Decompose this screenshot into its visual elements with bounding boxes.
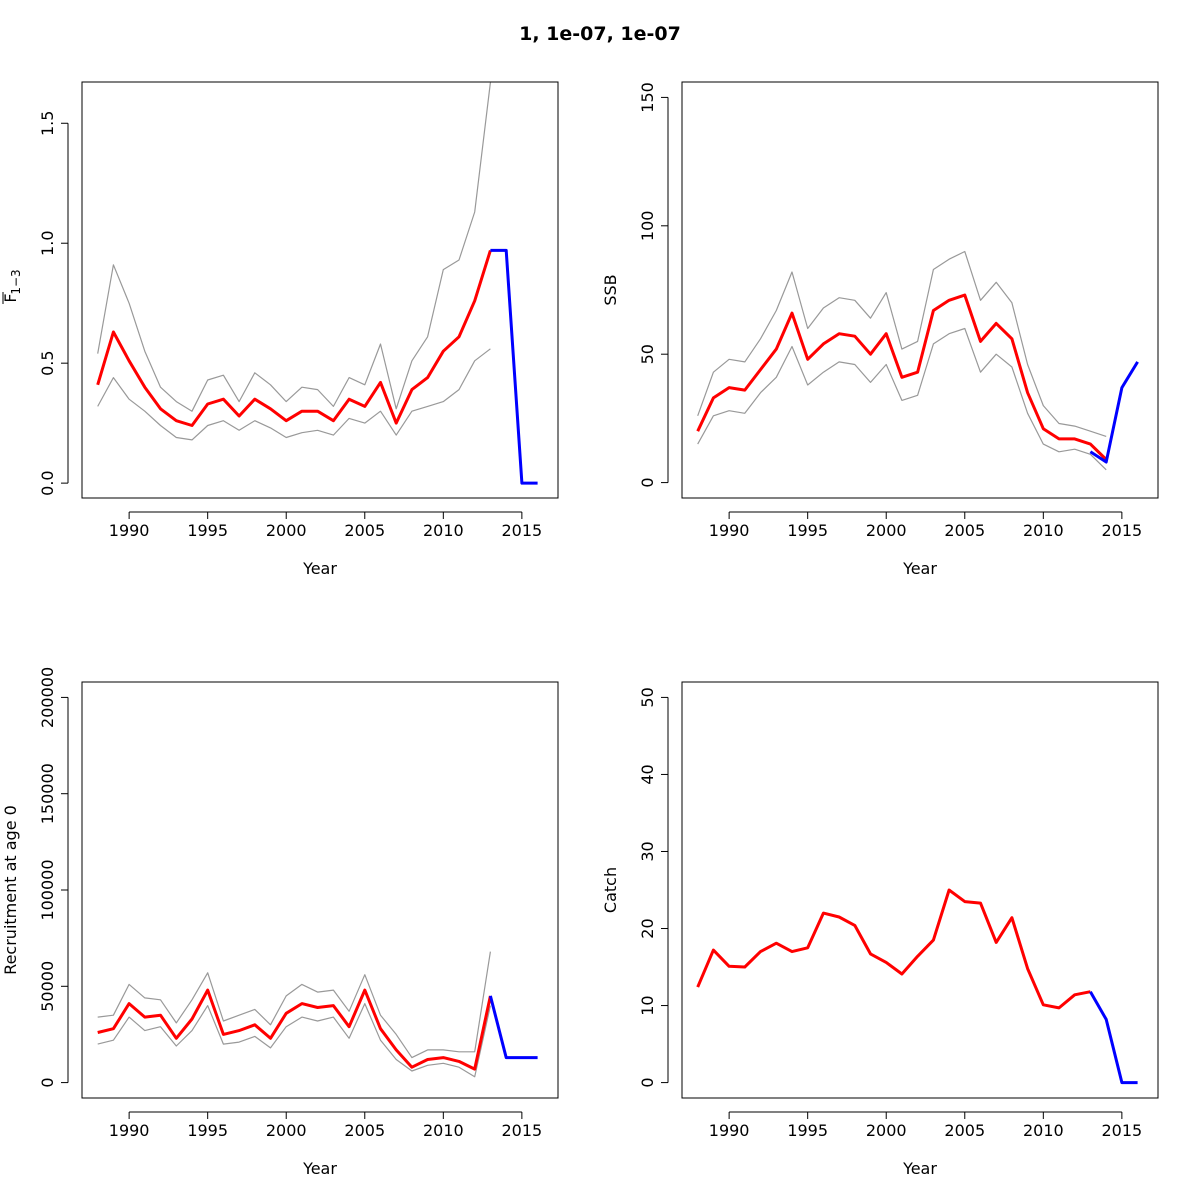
series-forecast-line (1089, 990, 1138, 1085)
panel-recruitment: 1990 1995 2000 2005 2010 2015 0 50000 100000 1500… (1, 667, 559, 1178)
panel-catch: 1990 1995 2000 2005 2010 2015 0 10 20 30 40 50 Year C… (601, 681, 1159, 1178)
x-tick-label: 1990 (709, 1121, 750, 1140)
y-axis-label-main: F (1, 293, 20, 302)
y-tick-label: 150 (638, 82, 657, 113)
series-estimate-line (696, 293, 1108, 461)
x-tick-label: 2015 (1102, 1121, 1143, 1140)
x-tick-label: 2000 (866, 1121, 907, 1140)
x-tick-label: 2010 (423, 521, 464, 540)
series-ci-lower-line (697, 327, 1107, 471)
x-tick-label: 2010 (1023, 521, 1064, 540)
x-tick-label: 2015 (502, 1121, 543, 1140)
x-tick-label: 2015 (1102, 521, 1143, 540)
x-tick-label: 2005 (344, 521, 385, 540)
series-forecast-line (1089, 361, 1139, 464)
series-forecast-line (488, 995, 538, 1060)
y-tick-label: 0 (38, 1077, 57, 1087)
y-tick-label: 30 (638, 841, 657, 861)
series-ci-upper-line (697, 250, 1107, 437)
x-tick-label: 1995 (187, 521, 228, 540)
plot-area (96, 82, 538, 485)
x-tick-label: 1995 (187, 1121, 228, 1140)
series-estimate-line (96, 249, 492, 427)
x-axis-label: Year (302, 559, 337, 578)
plot-area (97, 951, 538, 1078)
y-tick-label: 20 (638, 918, 657, 938)
x-tick-label: 2005 (344, 1121, 385, 1140)
series-ci-upper-line (97, 82, 491, 412)
y-tick-label: 200000 (38, 667, 57, 728)
x-tick-label: 2005 (944, 1121, 985, 1140)
y-tick-label: 150000 (38, 763, 57, 824)
plot-frame (681, 81, 1159, 499)
x-tick-label: 2005 (944, 521, 985, 540)
y-axis-label: SSB (601, 274, 620, 305)
plot-area (696, 250, 1139, 471)
x-tick-label: 1990 (709, 521, 750, 540)
y-tick-label: 0 (638, 1077, 657, 1087)
series-ci-upper-line (97, 951, 491, 1059)
y-tick-label: 0.5 (38, 350, 57, 375)
x-tick-label: 1990 (109, 521, 150, 540)
series-estimate-line (97, 988, 492, 1071)
panel-ssb: 1990 1995 2000 2005 2010 2015 0 50 100 150 Year SSB (601, 81, 1159, 578)
y-tick-label: 50 (638, 687, 657, 707)
x-tick-label: 2010 (423, 1121, 464, 1140)
y-tick-label: 50000 (38, 961, 57, 1012)
x-tick-label: 2010 (1023, 1121, 1064, 1140)
panels: 1990 1995 2000 2005 2010 20150.00.51.01.5Year… (1, 81, 1159, 1178)
y-tick-label: 1.5 (38, 111, 57, 136)
y-tick-label: 0 (638, 477, 657, 487)
y-tick-label: 40 (638, 764, 657, 784)
x-axis-label: Year (902, 1159, 937, 1178)
y-axis-label-subscript: 1−3 (9, 269, 23, 294)
series-forecast-line (490, 248, 538, 485)
y-tick-label: 1.0 (38, 230, 57, 255)
y-tick-label: 0.0 (38, 470, 57, 495)
plot-frame (81, 681, 559, 1099)
plot-frame (81, 81, 559, 499)
series-estimate-line (696, 888, 1091, 1010)
y-axis-label: Catch (601, 867, 620, 913)
y-tick-label: 10 (638, 995, 657, 1015)
figure-title: 1, 1e-07, 1e-07 (519, 23, 681, 45)
panel-fishing-mortality: 1990 1995 2000 2005 2010 2015 0.0 0.5 1.0 1.5 Year… (1, 81, 559, 578)
y-tick-label: 100000 (38, 859, 57, 920)
x-tick-label: 1995 (787, 1121, 828, 1140)
x-axis-label: Year (302, 1159, 337, 1178)
x-tick-label: 2000 (866, 521, 907, 540)
series-ci-lower-line (97, 348, 491, 441)
y-axis-label: F1−3 (1, 269, 23, 304)
plot-frame (681, 681, 1159, 1099)
plot-area (696, 888, 1138, 1085)
y-axis-label: Recruitment at age 0 (1, 805, 20, 975)
x-tick-label: 2000 (266, 1121, 307, 1140)
x-tick-label: 2000 (266, 521, 307, 540)
x-axis-label: Year (902, 559, 937, 578)
y-tick-label: 50 (638, 344, 657, 364)
y-tick-label: 100 (638, 211, 657, 242)
x-tick-label: 1990 (109, 1121, 150, 1140)
x-tick-label: 1995 (787, 521, 828, 540)
x-tick-label: 2015 (502, 521, 543, 540)
series-ci-lower-line (97, 1002, 491, 1078)
